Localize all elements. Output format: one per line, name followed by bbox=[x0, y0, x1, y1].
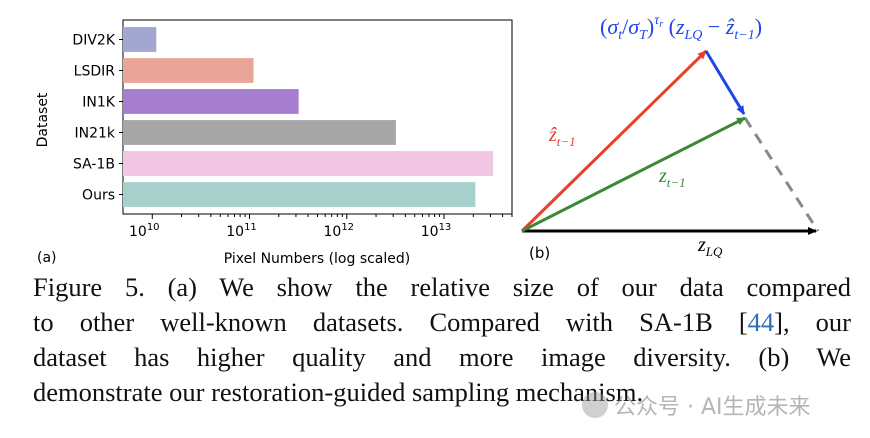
x-axis-label: Pixel Numbers (log scaled) bbox=[224, 251, 411, 267]
label-top-formula: (σt/σT)τr (zLQ − ẑt−1) bbox=[600, 13, 762, 43]
bar-in1k bbox=[123, 89, 299, 114]
x-tick-label: 1011 bbox=[226, 222, 257, 240]
caption-line-2: to other well-known datasets. Compared w… bbox=[33, 307, 852, 337]
bar-lsdir bbox=[123, 58, 254, 83]
x-tick-label: 1010 bbox=[129, 222, 160, 240]
x-tick-label: 1013 bbox=[421, 222, 452, 240]
label-black-vector: zLQ bbox=[697, 234, 723, 259]
y-tick-label: Ours bbox=[82, 188, 115, 204]
watermark: 公众号 · AI生成未来 bbox=[582, 388, 811, 422]
panel-b-diagram: (σt/σT)τr (zLQ − ẑt−1) ẑt−1 zt−1 zLQ (b) bbox=[520, 13, 820, 262]
blue-arrow-correction bbox=[704, 50, 746, 115]
y-tick-label: IN21k bbox=[74, 126, 115, 142]
y-tick-label: DIV2K bbox=[72, 33, 115, 49]
wechat-icon bbox=[582, 392, 608, 418]
watermark-text: 公众号 · AI生成未来 bbox=[614, 395, 811, 420]
bar-ours bbox=[123, 182, 476, 207]
bar-in21k bbox=[123, 120, 396, 145]
panel-b-label: (b) bbox=[529, 244, 550, 262]
bar-sa-1b bbox=[123, 151, 494, 176]
y-tick-label: SA-1B bbox=[73, 157, 115, 173]
panel-a-label: (a) bbox=[37, 250, 57, 266]
green-arrow-z bbox=[521, 116, 746, 233]
label-red-vector: ẑt−1 bbox=[548, 124, 576, 149]
y-axis-label: Dataset bbox=[35, 92, 51, 147]
red-arrow-z-hat bbox=[520, 49, 708, 233]
figure-caption: Figure 5. (a) We show the relative size … bbox=[33, 270, 851, 410]
caption-line-4: demonstrate our restoration-guided sampl… bbox=[33, 377, 644, 407]
x-tick-label: 1012 bbox=[323, 222, 354, 240]
caption-line-3: dataset has higher quality and more imag… bbox=[33, 342, 851, 372]
citation-link[interactable]: 44 bbox=[747, 307, 775, 337]
dashed-line bbox=[743, 117, 820, 232]
label-green-vector: zt−1 bbox=[658, 165, 686, 190]
bar-div2k bbox=[123, 27, 157, 52]
y-tick-label: IN1K bbox=[82, 95, 116, 111]
y-tick-label: LSDIR bbox=[74, 64, 116, 80]
caption-line-1: Figure 5. (a) We show the relative size … bbox=[33, 272, 851, 302]
panel-a-chart: DIV2K LSDIR IN1K IN21k SA-1B Ours 1010 1011 101… bbox=[35, 19, 513, 267]
